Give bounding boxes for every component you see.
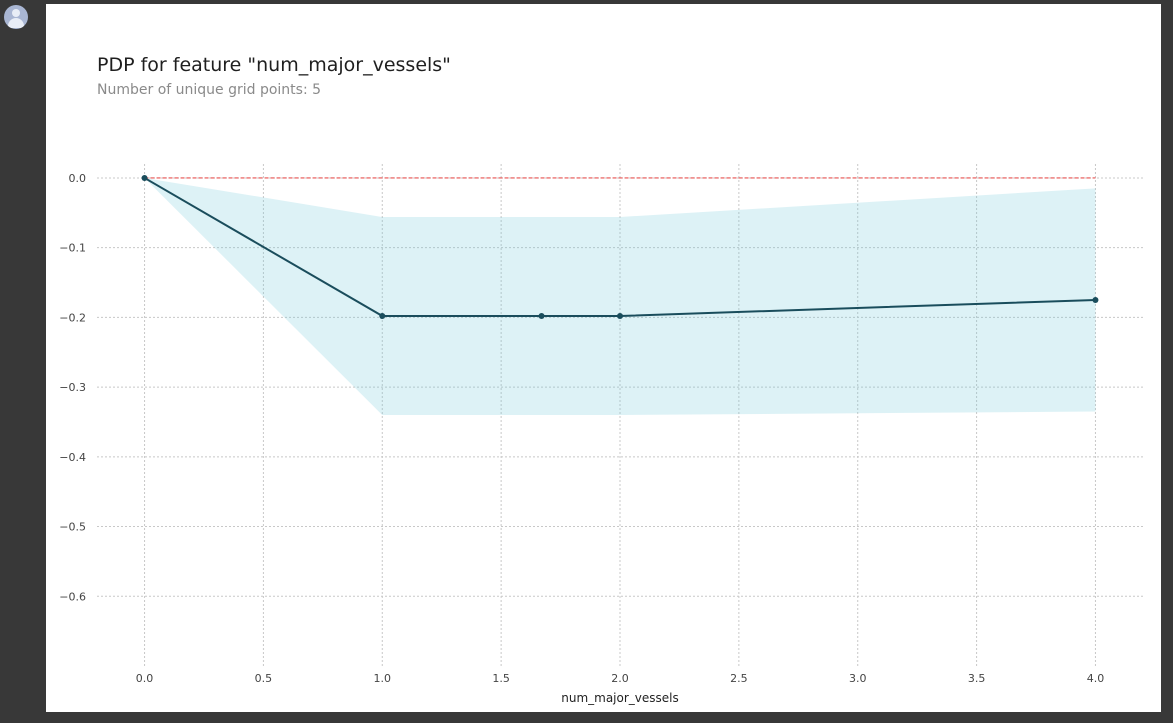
y-tick-label: −0.5 — [59, 521, 86, 534]
x-tick-label: 2.5 — [730, 672, 748, 685]
data-layer — [141, 174, 1099, 415]
pdp-point — [141, 174, 148, 181]
y-tick-label: −0.3 — [59, 381, 86, 394]
pdp-point — [538, 312, 545, 319]
x-tick-label: 1.5 — [492, 672, 510, 685]
x-tick-label: 0.0 — [136, 672, 154, 685]
cell-output: PDP for feature "num_major_vessels" Numb… — [46, 4, 1161, 712]
x-tick-label: 3.0 — [849, 672, 867, 685]
y-tick-label: −0.6 — [59, 590, 86, 603]
tick-labels: 0.0 0.5 1.0 1.5 2.0 2.5 3.0 3.5 4.0 0.0 −0.1 −0.2 −0… — [59, 172, 1104, 685]
x-tick-label: 1.0 — [374, 672, 392, 685]
pdp-point — [617, 312, 623, 319]
chart-subtitle: Number of unique grid points: 5 — [97, 82, 322, 98]
avatar-head — [12, 9, 20, 17]
pdp-plot: num_major_vessels 0.0 0.5 1.0 1.5 2.0 2.5 3.0 3… — [59, 164, 1143, 705]
y-tick-label: −0.4 — [59, 451, 86, 464]
x-tick-label: 0.5 — [255, 672, 273, 685]
chart-title: PDP for feature "num_major_vessels" — [97, 54, 451, 76]
avatar-body — [8, 18, 24, 28]
x-tick-label: 3.5 — [968, 672, 986, 685]
x-tick-label: 2.0 — [611, 672, 629, 685]
y-tick-label: 0.0 — [69, 172, 87, 185]
pdp-point — [379, 312, 386, 319]
x-tick-label: 4.0 — [1087, 672, 1105, 685]
x-axis-label: num_major_vessels — [561, 691, 679, 705]
user-avatar-icon — [4, 5, 28, 29]
pdp-point — [1092, 296, 1099, 303]
y-tick-label: −0.2 — [59, 311, 86, 324]
confidence-band — [144, 177, 1096, 415]
y-tick-label: −0.1 — [59, 242, 86, 255]
